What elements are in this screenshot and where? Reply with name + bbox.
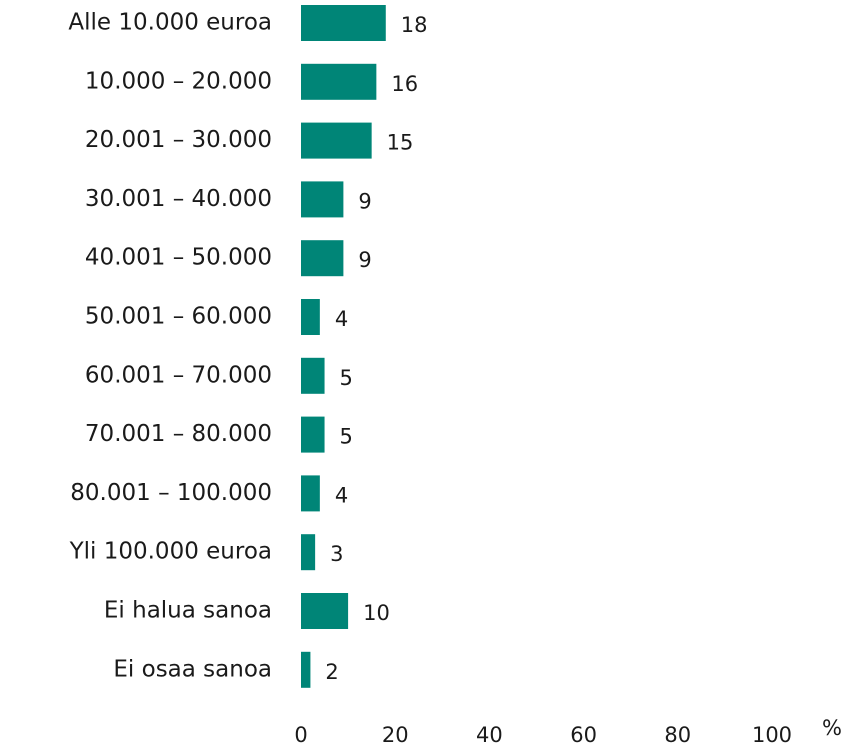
value-label: 18: [401, 13, 428, 37]
x-tick-label: 60: [570, 723, 597, 746]
bar: [301, 416, 325, 453]
value-label: 5: [340, 425, 353, 449]
x-tick-label: 80: [664, 723, 691, 746]
value-label: 2: [325, 660, 338, 684]
y-tick-label: 80.001 – 100.000: [70, 480, 272, 506]
value-label: 4: [335, 307, 348, 331]
bar: [301, 651, 311, 688]
x-tick-label: 20: [382, 723, 409, 746]
y-tick-label: 60.001 – 70.000: [85, 362, 272, 388]
bar: [301, 475, 320, 512]
bar: [301, 357, 325, 394]
value-label: 5: [340, 366, 353, 390]
value-label: 10: [363, 601, 390, 625]
y-tick-label: Alle 10.000 euroa: [68, 10, 272, 36]
value-label: 16: [391, 72, 418, 96]
x-axis-label: %: [822, 716, 842, 740]
y-tick-label: 20.001 – 30.000: [85, 127, 272, 153]
bar: [301, 240, 344, 277]
bar: [301, 534, 316, 571]
bar: [301, 593, 349, 629]
bar: [301, 181, 344, 218]
y-tick-label: 10.000 – 20.000: [85, 68, 272, 94]
value-label: 9: [358, 189, 371, 213]
x-tick-label: 100: [752, 723, 792, 746]
value-label: 4: [335, 483, 348, 507]
value-label: 9: [358, 248, 371, 272]
value-label: 3: [330, 542, 343, 566]
y-tick-label: 30.001 – 40.000: [85, 186, 272, 212]
y-tick-label: Yli 100.000 euroa: [69, 539, 272, 565]
y-tick-label: Ei osaa sanoa: [113, 656, 272, 682]
value-label: 15: [387, 131, 414, 155]
bar: [301, 5, 386, 41]
y-tick-label: Ei halua sanoa: [104, 598, 272, 624]
y-tick-label: 50.001 – 60.000: [85, 304, 272, 330]
x-tick-label: 40: [476, 723, 503, 746]
bar: [301, 299, 320, 335]
x-tick-label: 0: [294, 723, 307, 746]
bar: [301, 122, 372, 159]
y-tick-label: 40.001 – 50.000: [85, 245, 272, 271]
bar: [301, 63, 377, 100]
y-tick-label: 70.001 – 80.000: [85, 421, 272, 447]
